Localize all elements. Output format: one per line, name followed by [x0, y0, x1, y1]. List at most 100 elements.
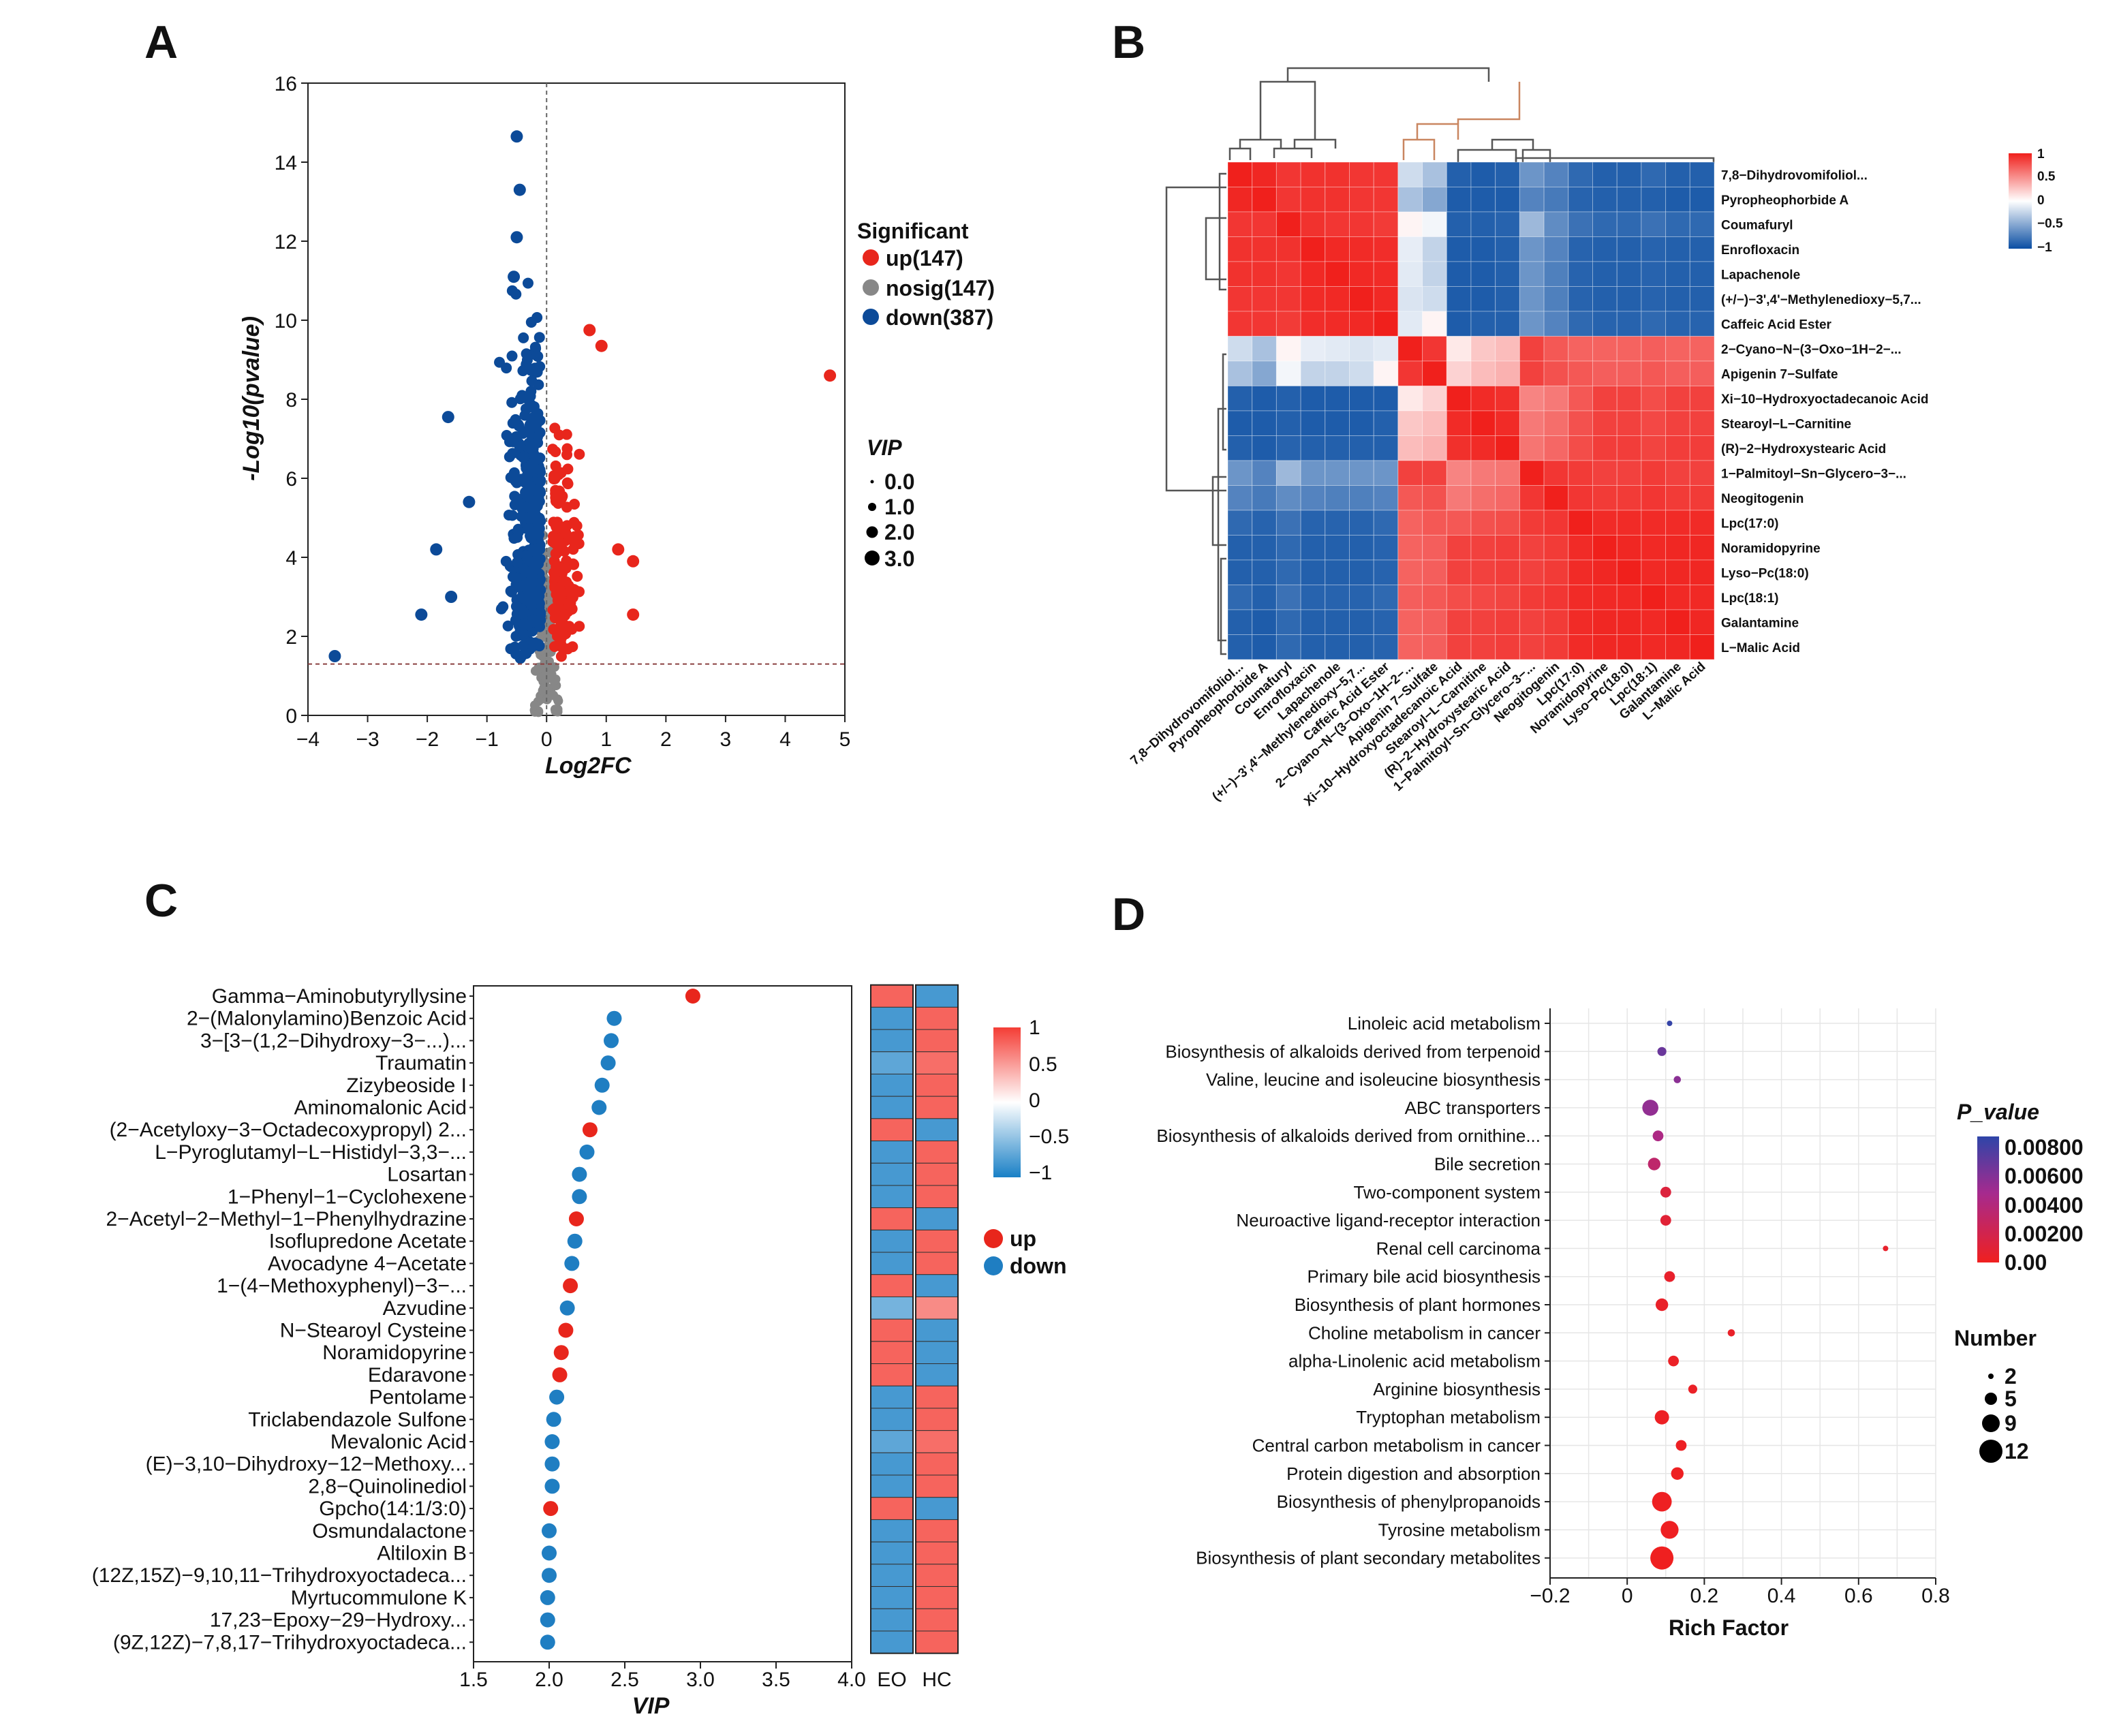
heatmap-cell	[1397, 161, 1423, 187]
heatmap-cell	[1616, 211, 1642, 237]
heatmap-cell	[1252, 460, 1277, 486]
heatmap-cell	[1689, 535, 1715, 561]
vip-point-up	[552, 1367, 568, 1382]
heatmap-cell	[1689, 211, 1715, 237]
heatmap-cell	[1446, 634, 1472, 660]
heat-cell-hc	[915, 1474, 959, 1498]
pvalue-colorbar-gradient	[1977, 1136, 1999, 1262]
vip-point-down	[542, 1568, 557, 1583]
heatmap-cell	[1325, 559, 1350, 585]
heatmap-cell	[1373, 410, 1399, 436]
heatmap-cell	[1470, 634, 1496, 660]
heatmap-row-labels: 7,8−Dihydrovomifoliol... Pyropheophorbide…	[1721, 168, 1928, 655]
volcano-point-up	[568, 544, 579, 555]
pathway-label: ABC transporters	[1405, 1098, 1541, 1118]
heatmap-cell	[1397, 211, 1423, 237]
heatmap-cell	[1543, 386, 1569, 412]
volcano-point-down	[516, 511, 527, 523]
heatmap-cell	[1495, 161, 1520, 187]
heatmap-cell	[1422, 386, 1447, 412]
volcano-point-down	[504, 451, 515, 463]
volcano-point-down	[534, 476, 546, 488]
heatmap-cell	[1665, 211, 1690, 237]
pathway-label: Bile secretion	[1434, 1154, 1541, 1175]
volcano-point-up	[550, 460, 561, 471]
heatmap-cell	[1592, 535, 1618, 561]
heatmap-cell	[1592, 559, 1618, 585]
heatmap-cell	[1227, 559, 1253, 585]
pathway-label: Tryptophan metabolism	[1356, 1407, 1541, 1427]
heatmap-colorbar-gradient	[2009, 153, 2032, 249]
heat-cell-hc	[915, 1006, 959, 1030]
heatmap-cell	[1641, 261, 1667, 287]
enrichment-legend: P_value 0.00800 0.00600 0.00400 0.00200 …	[1954, 1100, 2084, 1463]
heatmap-cell	[1665, 286, 1690, 312]
volcano-point-up	[553, 490, 564, 501]
heatmap-cell	[1252, 585, 1277, 610]
number-size-label-2: 2	[2005, 1364, 2017, 1389]
pvalue-tick-2: 0.00400	[2005, 1193, 2084, 1218]
pvalue-tick-0: 0.00800	[2005, 1135, 2084, 1160]
heatmap-cell	[1641, 286, 1667, 312]
volcano-point-down	[430, 543, 443, 556]
metabolite-label: Pentolame	[369, 1386, 467, 1409]
enrichment-x-axis-label: Rich Factor	[1669, 1615, 1789, 1640]
volcano-point-up	[571, 520, 583, 531]
heatmap-cell	[1325, 510, 1350, 536]
heatmap-cell	[1325, 261, 1350, 287]
heatmap-cell	[1592, 311, 1618, 337]
heat-cell-hc	[915, 1363, 959, 1386]
volcano-point-down	[533, 542, 544, 554]
vip-plot-frame	[473, 985, 852, 1662]
colorbar-tick-0.5: 0.5	[2037, 170, 2056, 184]
heat-cell-hc	[915, 1341, 959, 1365]
metabolite-label: Traumatin	[375, 1052, 467, 1074]
enrichment-point	[1660, 1215, 1671, 1226]
heatmap-cell	[1446, 510, 1472, 536]
heatmap-cell	[1616, 609, 1642, 635]
heatmap-cell	[1641, 559, 1667, 585]
heat-column-frame-eo	[870, 984, 914, 1654]
heatmap-cell	[1275, 261, 1301, 287]
vip-point-down	[606, 1010, 622, 1026]
heatmap-cell	[1252, 336, 1277, 362]
enrichment-x-tick-label: 0	[1622, 1585, 1633, 1607]
pvalue-tick-3: 0.00200	[2005, 1222, 2084, 1246]
heatmap-cell	[1470, 261, 1496, 287]
enrichment-point	[1642, 1100, 1658, 1116]
heatmap-cell	[1470, 559, 1496, 585]
heatmap-cell	[1495, 236, 1520, 262]
pathway-label: Valine, leucine and isoleucine biosynthe…	[1206, 1070, 1541, 1090]
heatmap-cell	[1252, 286, 1277, 312]
number-size-5	[1985, 1393, 1997, 1405]
heatmap-cell	[1543, 485, 1569, 511]
heatmap-cell	[1227, 336, 1253, 362]
heat-cell-eo	[870, 1073, 914, 1097]
heatmap-cell	[1495, 386, 1520, 412]
volcano-point-down	[517, 365, 529, 377]
heatmap-cell	[1325, 634, 1350, 660]
heatmap-cell	[1470, 535, 1496, 561]
panel-label-a: A	[144, 16, 178, 68]
heatmap-cell	[1616, 485, 1642, 511]
heatmap-cell	[1275, 435, 1301, 461]
heatmap-cell	[1446, 211, 1472, 237]
pathway-labels: Linoleic acid metabolism Biosynthesis of …	[1156, 1013, 1550, 1568]
heatmap-cell	[1641, 386, 1667, 412]
heatmap-cell	[1641, 460, 1667, 486]
metabolite-label: Azvudine	[383, 1297, 467, 1320]
volcano-y-tick-label: 12	[275, 231, 297, 253]
heat-cell-hc	[915, 1608, 959, 1632]
heatmap-cell	[1252, 609, 1277, 635]
group-colorbar-tick-0.5: 0.5	[1029, 1053, 1057, 1076]
heatmap-cell	[1325, 609, 1350, 635]
panel-label-c: C	[144, 875, 178, 927]
heatmap-cell	[1519, 261, 1545, 287]
heatmap-cell	[1275, 286, 1301, 312]
heatmap-cell	[1519, 485, 1545, 511]
heatmap-cell	[1641, 211, 1667, 237]
heatmap-cell	[1616, 634, 1642, 660]
heat-cell-eo	[870, 1586, 914, 1609]
volcano-point-up	[557, 576, 568, 587]
volcano-point-down	[510, 648, 522, 660]
